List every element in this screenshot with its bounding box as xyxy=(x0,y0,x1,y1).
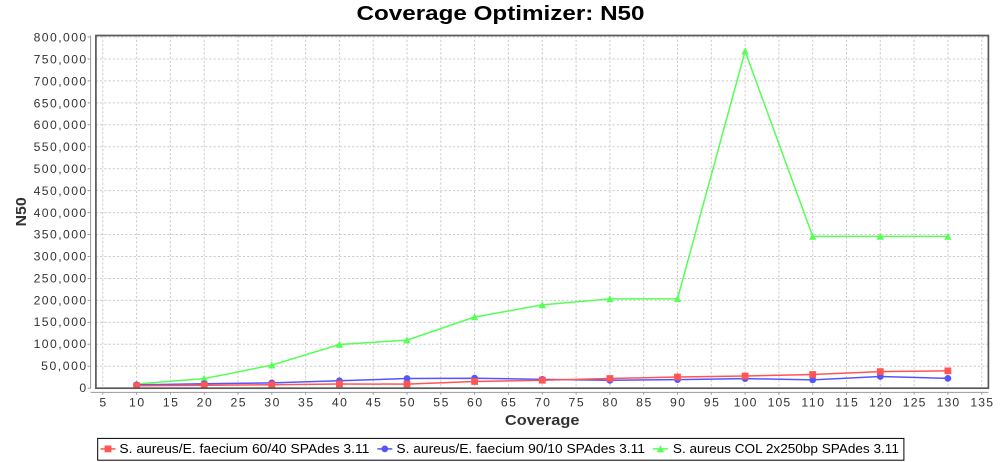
svg-text:105: 105 xyxy=(768,396,791,410)
svg-text:400,000: 400,000 xyxy=(34,206,87,220)
svg-text:55: 55 xyxy=(433,396,448,410)
svg-text:S. aureus/E. faecium 90/10 SPA: S. aureus/E. faecium 90/10 SPAdes 3.11 xyxy=(396,441,645,456)
svg-text:80: 80 xyxy=(602,396,617,410)
svg-text:110: 110 xyxy=(801,396,824,410)
svg-text:S. aureus/E. faecium 60/40 SPA: S. aureus/E. faecium 60/40 SPAdes 3.11 xyxy=(119,441,369,456)
svg-text:150,000: 150,000 xyxy=(34,315,87,329)
svg-text:100,000: 100,000 xyxy=(34,337,87,351)
svg-text:20: 20 xyxy=(197,396,212,410)
svg-text:95: 95 xyxy=(704,396,719,410)
svg-text:750,000: 750,000 xyxy=(34,53,87,67)
svg-text:115: 115 xyxy=(835,396,858,410)
svg-text:135: 135 xyxy=(970,396,993,410)
svg-text:50,000: 50,000 xyxy=(41,359,86,373)
svg-text:200,000: 200,000 xyxy=(34,293,87,307)
svg-text:450,000: 450,000 xyxy=(34,184,87,198)
svg-text:120: 120 xyxy=(869,396,892,410)
svg-text:S. aureus COL 2x250bp SPAdes 3: S. aureus COL 2x250bp SPAdes 3.11 xyxy=(673,441,899,456)
svg-text:0: 0 xyxy=(79,381,86,395)
svg-text:5: 5 xyxy=(99,396,106,410)
svg-text:125: 125 xyxy=(903,396,926,410)
svg-text:100: 100 xyxy=(734,396,757,410)
svg-text:40: 40 xyxy=(332,396,347,410)
svg-text:30: 30 xyxy=(264,396,279,410)
svg-text:Coverage Optimizer: N50: Coverage Optimizer: N50 xyxy=(357,3,645,25)
svg-text:75: 75 xyxy=(569,396,584,410)
svg-text:300,000: 300,000 xyxy=(34,250,87,264)
svg-text:35: 35 xyxy=(298,396,313,410)
svg-text:130: 130 xyxy=(937,396,960,410)
svg-text:65: 65 xyxy=(501,396,516,410)
svg-text:N50: N50 xyxy=(13,197,30,226)
svg-text:60: 60 xyxy=(467,396,482,410)
svg-text:70: 70 xyxy=(535,396,550,410)
svg-text:50: 50 xyxy=(399,396,414,410)
svg-text:600,000: 600,000 xyxy=(34,118,87,132)
svg-text:90: 90 xyxy=(670,396,685,410)
svg-text:45: 45 xyxy=(366,396,381,410)
svg-text:500,000: 500,000 xyxy=(34,162,87,176)
svg-text:Coverage: Coverage xyxy=(505,412,580,429)
svg-text:650,000: 650,000 xyxy=(34,96,87,110)
svg-text:25: 25 xyxy=(230,396,245,410)
svg-text:700,000: 700,000 xyxy=(34,75,87,89)
svg-text:85: 85 xyxy=(636,396,651,410)
svg-text:350,000: 350,000 xyxy=(34,228,87,242)
svg-text:10: 10 xyxy=(129,396,144,410)
svg-text:800,000: 800,000 xyxy=(34,31,87,45)
svg-text:550,000: 550,000 xyxy=(34,140,87,154)
svg-text:15: 15 xyxy=(163,396,178,410)
svg-text:250,000: 250,000 xyxy=(34,271,87,285)
